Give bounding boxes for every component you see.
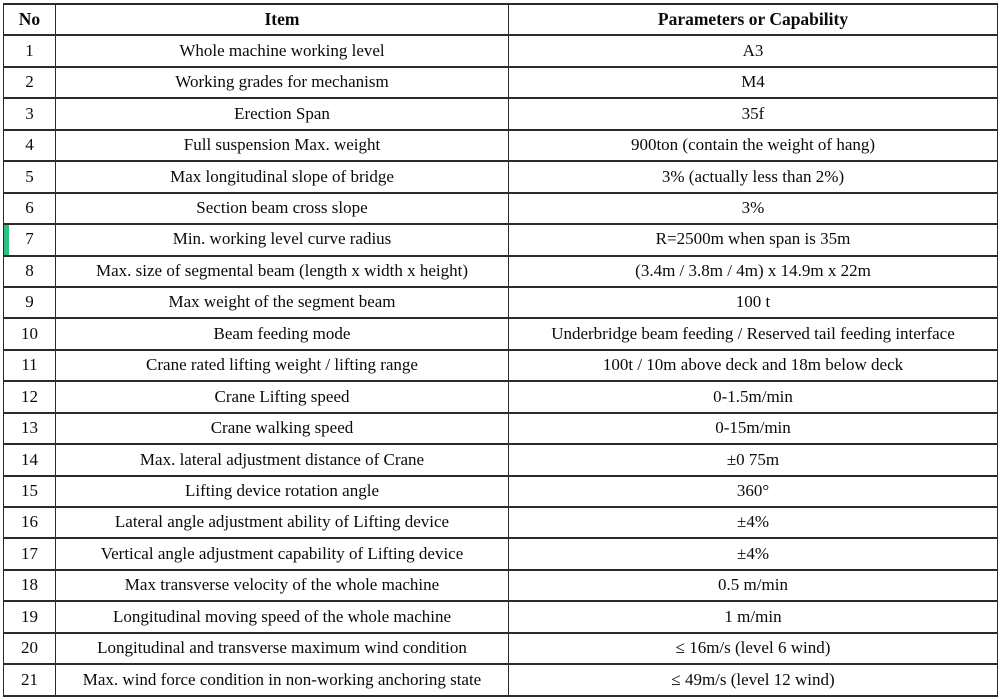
table-row: 21 Max. wind force condition in non-work… bbox=[3, 663, 998, 697]
row-item: Max. wind force condition in non-working… bbox=[55, 663, 509, 697]
table-row: 5 Max longitudinal slope of bridge 3% (a… bbox=[3, 160, 998, 194]
row-value: ≤ 49m/s (level 12 wind) bbox=[508, 663, 998, 697]
row-no: 12 bbox=[3, 380, 56, 414]
table-row: 20 Longitudinal and transverse maximum w… bbox=[3, 631, 998, 666]
table-row: 9 Max weight of the segment beam 100 t bbox=[3, 285, 998, 320]
row-no: 15 bbox=[3, 474, 56, 509]
table-row: 3 Erection Span 35f bbox=[3, 97, 998, 131]
row-no: 16 bbox=[3, 505, 56, 540]
table-row: 13 Crane walking speed 0-15m/min bbox=[3, 411, 998, 446]
row-item: Crane rated lifting weight / lifting ran… bbox=[55, 348, 509, 383]
row-value: ≤ 16m/s (level 6 wind) bbox=[508, 631, 998, 666]
table-row: 8 Max. size of segmental beam (length x … bbox=[3, 254, 998, 288]
row-item: Erection Span bbox=[55, 97, 509, 131]
row-item: Lateral angle adjustment ability of Lift… bbox=[55, 505, 509, 540]
row-item: Crane Lifting speed bbox=[55, 380, 509, 414]
row-no: 8 bbox=[3, 254, 56, 288]
spec-table: No Item Parameters or Capability 1 Whole… bbox=[3, 2, 998, 697]
row-value: 360° bbox=[508, 474, 998, 509]
row-value: ±0 75m bbox=[508, 443, 998, 477]
row-item: Min. working level curve radius bbox=[55, 223, 509, 257]
table-row: 11 Crane rated lifting weight / lifting … bbox=[3, 348, 998, 383]
row-value: 3% (actually less than 2%) bbox=[508, 160, 998, 194]
table-row: 1 Whole machine working level A3 bbox=[3, 34, 998, 68]
row-no: 14 bbox=[3, 443, 56, 477]
row-value: A3 bbox=[508, 34, 998, 68]
row-item: Longitudinal moving speed of the whole m… bbox=[55, 600, 509, 634]
table-row: 7 Min. working level curve radius R=2500… bbox=[3, 223, 998, 257]
row-value: 100 t bbox=[508, 285, 998, 320]
row-item: Beam feeding mode bbox=[55, 317, 509, 351]
table-row: 6 Section beam cross slope 3% bbox=[3, 191, 998, 226]
header-no: No bbox=[3, 2, 56, 37]
table-row: 12 Crane Lifting speed 0-1.5m/min bbox=[3, 380, 998, 414]
row-item: Full suspension Max. weight bbox=[55, 128, 509, 163]
row-no: 11 bbox=[3, 348, 56, 383]
row-value: Underbridge beam feeding / Reserved tail… bbox=[508, 317, 998, 351]
row-item: Whole machine working level bbox=[55, 34, 509, 68]
row-value: 0-1.5m/min bbox=[508, 380, 998, 414]
row-item: Max. size of segmental beam (length x wi… bbox=[55, 254, 509, 288]
row-no: 18 bbox=[3, 568, 56, 603]
table-row: 2 Working grades for mechanism M4 bbox=[3, 65, 998, 100]
row-no: 2 bbox=[3, 65, 56, 100]
row-item: Max weight of the segment beam bbox=[55, 285, 509, 320]
row-value: R=2500m when span is 35m bbox=[508, 223, 998, 257]
row-item: Max longitudinal slope of bridge bbox=[55, 160, 509, 194]
row-no: 17 bbox=[3, 537, 56, 571]
row-value: M4 bbox=[508, 65, 998, 100]
table-row: 16 Lateral angle adjustment ability of L… bbox=[3, 505, 998, 540]
row-no: 10 bbox=[3, 317, 56, 351]
row-no: 21 bbox=[3, 663, 56, 697]
row-item: Max. lateral adjustment distance of Cran… bbox=[55, 443, 509, 477]
row-no: 13 bbox=[3, 411, 56, 446]
row-item: Max transverse velocity of the whole mac… bbox=[55, 568, 509, 603]
table-row: 10 Beam feeding mode Underbridge beam fe… bbox=[3, 317, 998, 351]
row-item: Lifting device rotation angle bbox=[55, 474, 509, 509]
row-value: 100t / 10m above deck and 18m below deck bbox=[508, 348, 998, 383]
row-item: Working grades for mechanism bbox=[55, 65, 509, 100]
row-no: 3 bbox=[3, 97, 56, 131]
table-row: 18 Max transverse velocity of the whole … bbox=[3, 568, 998, 603]
table-row: 14 Max. lateral adjustment distance of C… bbox=[3, 443, 998, 477]
row-value: 0-15m/min bbox=[508, 411, 998, 446]
table-row: 15 Lifting device rotation angle 360° bbox=[3, 474, 998, 509]
row-item: Vertical angle adjustment capability of … bbox=[55, 537, 509, 571]
header-item: Item bbox=[55, 2, 509, 37]
row-no: 4 bbox=[3, 128, 56, 163]
header-row: No Item Parameters or Capability bbox=[3, 2, 998, 37]
row-no: 1 bbox=[3, 34, 56, 68]
row-no: 20 bbox=[3, 631, 56, 666]
row-no: 9 bbox=[3, 285, 56, 320]
row-value: (3.4m / 3.8m / 4m) x 14.9m x 22m bbox=[508, 254, 998, 288]
row-value: 900ton (contain the weight of hang) bbox=[508, 128, 998, 163]
table-row: 17 Vertical angle adjustment capability … bbox=[3, 537, 998, 571]
row-no: 7 bbox=[3, 223, 56, 257]
row-item: Longitudinal and transverse maximum wind… bbox=[55, 631, 509, 666]
table-row: 4 Full suspension Max. weight 900ton (co… bbox=[3, 128, 998, 163]
row-value: ±4% bbox=[508, 537, 998, 571]
table-row: 19 Longitudinal moving speed of the whol… bbox=[3, 600, 998, 634]
row-no: 5 bbox=[3, 160, 56, 194]
table-body: 1 Whole machine working level A3 2 Worki… bbox=[3, 34, 998, 697]
table-header: No Item Parameters or Capability bbox=[3, 2, 998, 37]
row-value: 1 m/min bbox=[508, 600, 998, 634]
row-value: 0.5 m/min bbox=[508, 568, 998, 603]
row-item: Section beam cross slope bbox=[55, 191, 509, 226]
header-params: Parameters or Capability bbox=[508, 2, 998, 37]
row-value: 35f bbox=[508, 97, 998, 131]
row-item: Crane walking speed bbox=[55, 411, 509, 446]
row-no: 19 bbox=[3, 600, 56, 634]
row-value: 3% bbox=[508, 191, 998, 226]
row-no: 6 bbox=[3, 191, 56, 226]
row-value: ±4% bbox=[508, 505, 998, 540]
